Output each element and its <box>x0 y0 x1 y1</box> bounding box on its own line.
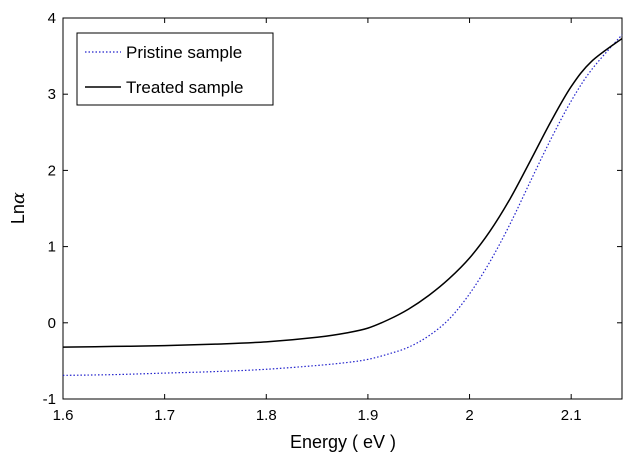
y-axis-label: Lnα <box>8 192 29 224</box>
x-tick-label: 2 <box>465 407 473 424</box>
legend: Pristine sample Treated sample <box>76 32 274 106</box>
legend-box <box>76 32 274 106</box>
y-tick-label: 2 <box>48 162 56 179</box>
y-tick-label: 1 <box>48 239 56 256</box>
y-axis-ticks: -1 0 1 2 3 4 <box>43 10 622 408</box>
x-tick-label: 1.8 <box>256 407 277 424</box>
x-axis-label: Energy ( eV ) <box>290 432 396 452</box>
legend-label-pristine-sample: Pristine sample <box>126 43 242 62</box>
series-layer <box>62 34 623 376</box>
y-axis-label-prefix: Ln <box>8 204 28 224</box>
y-tick-label: 4 <box>48 10 56 27</box>
legend-label-treated-sample: Treated sample <box>126 78 243 97</box>
y-tick-label: 0 <box>48 315 56 332</box>
x-axis-ticks: 1.6 1.7 1.8 1.9 2 2.1 <box>53 18 582 424</box>
x-tick-label: 1.7 <box>154 407 175 424</box>
y-tick-label: 3 <box>48 86 56 103</box>
series-line-treated-sample <box>62 37 623 348</box>
y-tick-label: -1 <box>43 391 56 408</box>
x-tick-label: 2.1 <box>561 407 582 424</box>
y-axis-label-symbol: α <box>8 192 29 204</box>
x-tick-label: 1.9 <box>357 407 378 424</box>
x-tick-label: 1.6 <box>53 407 74 424</box>
